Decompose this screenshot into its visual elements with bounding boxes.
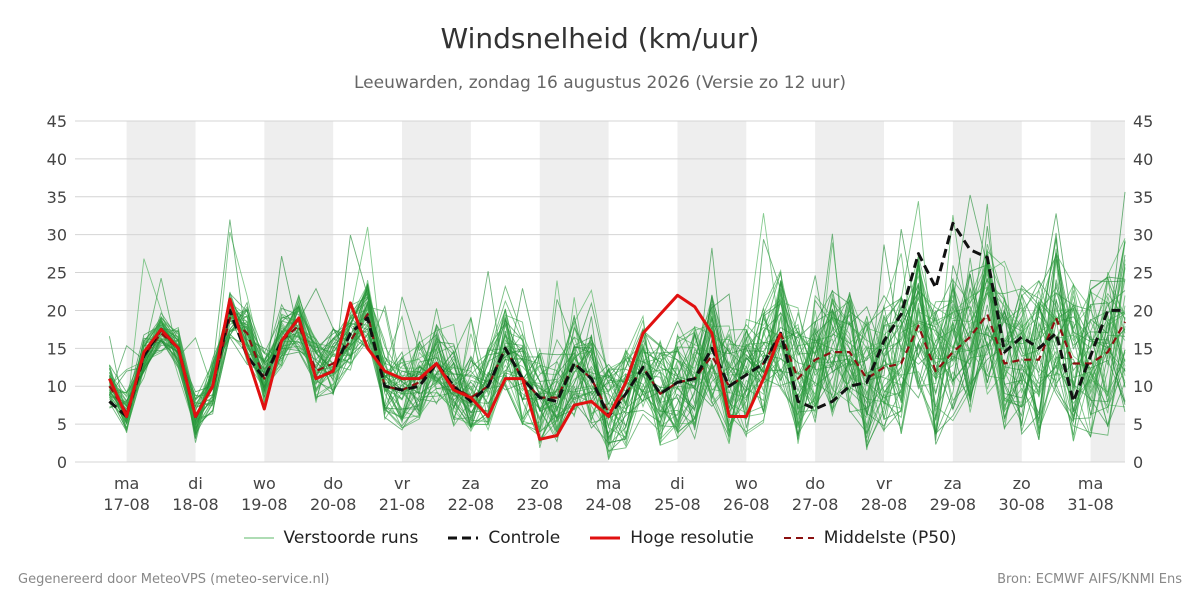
y-axis-left: 0 5 10 15 20 25 30 35 40 45: [47, 112, 67, 472]
legend-item-high-res[interactable]: Hoge resolutie: [590, 528, 754, 548]
legend-median-swatch: [783, 537, 814, 539]
x-tick-day-label: wo: [253, 474, 276, 493]
chart-subtitle: Leeuwarden, zondag 16 augustus 2026 (Ver…: [354, 73, 846, 93]
ensemble-member-line: [108, 201, 1126, 434]
legend-median-label: Middelste (P50): [823, 528, 957, 548]
y-tick-label-right: 35: [1133, 188, 1153, 207]
ensemble-member-line: [109, 239, 1126, 443]
y-tick-label-left: 25: [47, 264, 67, 283]
legend-high-res-label: Hoge resolutie: [630, 528, 754, 548]
legend-high-res-swatch: [590, 536, 621, 540]
footer-source: Bron: ECMWF AIFS/KNMI Ens: [997, 572, 1182, 587]
x-tick-day-label: zo: [1013, 474, 1031, 493]
y-tick-label-left: 20: [47, 301, 67, 320]
y-tick-label-right: 30: [1133, 226, 1153, 245]
x-tick-date-label: 18-08: [172, 495, 219, 514]
y-tick-label-right: 20: [1133, 301, 1153, 320]
legend-perturbed-swatch: [243, 537, 274, 539]
y-axis-right: 0 5 10 15 20 25 30 35 40 45: [1133, 112, 1153, 472]
ensemble-member-line: [109, 238, 1126, 431]
ensemble-member-line: [108, 240, 1126, 443]
y-tick-label-left: 30: [47, 226, 67, 245]
x-tick-date-label: 31-08: [1067, 495, 1114, 514]
ensemble-member-line: [109, 280, 1126, 444]
y-tick-label-left: 10: [47, 377, 67, 396]
legend-control-swatch: [448, 536, 479, 540]
x-tick-date-label: 21-08: [379, 495, 426, 514]
y-tick-label-left: 0: [57, 453, 67, 472]
high-res-line: [108, 293, 783, 441]
legend-item-median[interactable]: Middelste (P50): [783, 528, 957, 548]
y-tick-label-right: 5: [1133, 415, 1143, 434]
x-tick-day-label: di: [670, 474, 685, 493]
y-tick-label-right: 15: [1133, 339, 1153, 358]
x-tick-day-label: ma: [1078, 474, 1103, 493]
x-tick-day-label: vr: [876, 474, 892, 493]
y-tick-label-left: 15: [47, 339, 67, 358]
x-tick-date-label: 24-08: [585, 495, 632, 514]
x-tick-day-label: ma: [596, 474, 621, 493]
x-tick-day-label: vr: [394, 474, 410, 493]
y-tick-label-right: 45: [1133, 112, 1153, 131]
x-tick-day-label: za: [462, 474, 480, 493]
x-tick-day-label: za: [944, 474, 962, 493]
y-tick-label-left: 40: [47, 150, 67, 169]
x-tick-day-label: do: [805, 474, 825, 493]
x-tick-date-label: 19-08: [241, 495, 288, 514]
x-tick-date-label: 17-08: [103, 495, 150, 514]
legend-item-control[interactable]: Controle: [448, 528, 560, 548]
x-tick-date-label: 20-08: [310, 495, 357, 514]
ensemble-member-line: [108, 259, 1126, 449]
legend-control-label: Controle: [488, 528, 561, 548]
ensemble-member-line: [109, 243, 1126, 439]
x-tick-date-label: 29-08: [930, 495, 977, 514]
x-tick-date-label: 27-08: [792, 495, 839, 514]
x-tick-date-label: 26-08: [723, 495, 770, 514]
legend: Verstoorde runs Controle Hoge resolutie …: [0, 528, 1200, 548]
y-tick-label-right: 10: [1133, 377, 1153, 396]
night-band: [264, 121, 334, 462]
y-tick-label-right: 0: [1133, 453, 1143, 472]
footer-generated-by: Gegenereerd door MeteoVPS (meteo-service…: [18, 572, 330, 587]
ensemble-member-line: [108, 191, 1126, 439]
y-tick-label-left: 45: [47, 112, 67, 131]
x-tick-day-label: di: [188, 474, 203, 493]
chart-title: Windsnelheid (km/uur): [440, 22, 760, 55]
x-tick-day-label: wo: [735, 474, 758, 493]
x-tick-date-label: 30-08: [998, 495, 1045, 514]
ensemble-member-line: [108, 242, 1126, 436]
x-tick-date-label: 28-08: [861, 495, 908, 514]
main-series: [108, 221, 1126, 441]
ensemble-member-line: [109, 242, 1126, 441]
y-tick-label-left: 5: [57, 415, 67, 434]
x-tick-date-label: 25-08: [654, 495, 701, 514]
ensemble-members: [108, 191, 1126, 460]
y-tick-label-left: 35: [47, 188, 67, 207]
legend-item-perturbed[interactable]: Verstoorde runs: [243, 528, 419, 548]
x-tick-day-label: zo: [531, 474, 549, 493]
x-tick-date-label: 22-08: [448, 495, 495, 514]
y-tick-label-right: 25: [1133, 264, 1153, 283]
x-tick-date-label: 23-08: [517, 495, 564, 514]
legend-perturbed-label: Verstoorde runs: [283, 528, 419, 548]
x-tick-day-label: ma: [114, 474, 139, 493]
y-tick-label-right: 40: [1133, 150, 1153, 169]
night-band: [126, 121, 196, 462]
x-axis: ma 17-08 di 18-08 wo 19-08 do 20-08 vr 21-08 za 22-…: [103, 474, 1113, 514]
x-tick-day-label: do: [323, 474, 343, 493]
